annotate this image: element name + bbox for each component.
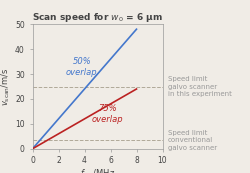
- Text: Speed limit
galvo scanner
in this experiment: Speed limit galvo scanner in this experi…: [168, 76, 232, 97]
- Text: 50%
overlap: 50% overlap: [66, 57, 98, 76]
- X-axis label: $f_\mathrm{rep}$/MHz: $f_\mathrm{rep}$/MHz: [80, 168, 115, 173]
- Text: Speed limit
conventional
galvo scanner: Speed limit conventional galvo scanner: [168, 130, 216, 151]
- Y-axis label: $v_\mathrm{scan}$/m/s: $v_\mathrm{scan}$/m/s: [0, 67, 12, 106]
- Text: 75%
overlap: 75% overlap: [92, 104, 124, 124]
- Title: Scan speed for $w_0$ = 6 μm: Scan speed for $w_0$ = 6 μm: [32, 11, 163, 24]
